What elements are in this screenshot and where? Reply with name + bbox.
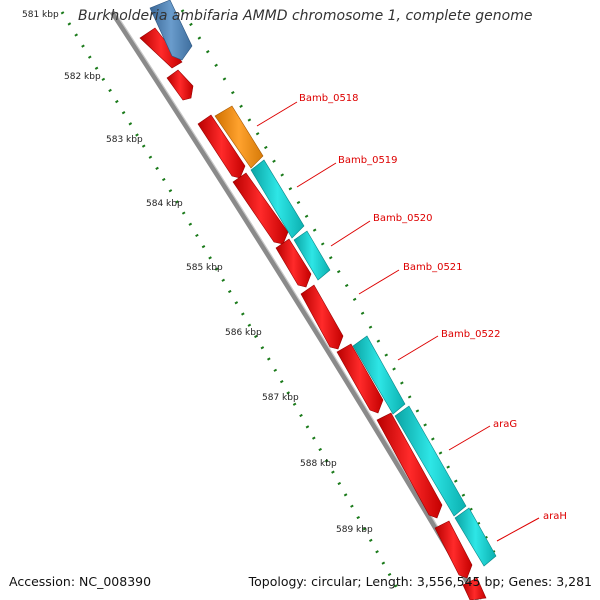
gene-teal[interactable] bbox=[394, 405, 467, 517]
gene-teal[interactable] bbox=[250, 159, 305, 239]
gene-teal[interactable] bbox=[352, 335, 406, 415]
backbone-highlight bbox=[114, 11, 482, 600]
gene-track-forward bbox=[149, 0, 497, 567]
gene-label-arag[interactable]: araG bbox=[493, 419, 517, 430]
gene-label-bamb-0519[interactable]: Bamb_0519 bbox=[338, 155, 398, 166]
gene-arrow[interactable] bbox=[300, 284, 344, 350]
gene-orange[interactable] bbox=[214, 105, 264, 169]
gene-arrow[interactable] bbox=[166, 69, 194, 101]
backbone bbox=[109, 10, 481, 600]
tick-labels: 581 kbp 582 kbp 583 kbp 584 kbp 585 kbp … bbox=[22, 10, 373, 535]
tick-label: 588 kbp bbox=[300, 459, 337, 469]
outer-tick-track bbox=[180, 9, 500, 561]
gene-label-bamb-0518[interactable]: Bamb_0518 bbox=[299, 93, 359, 104]
accession-text: Accession: NC_008390 bbox=[9, 574, 152, 589]
tick-label: 585 kbp bbox=[186, 263, 223, 273]
map-title: Burkholderia ambifaria AMMD chromosome 1… bbox=[78, 8, 533, 24]
gene-track-reverse bbox=[139, 27, 487, 600]
tick-label: 586 kbp bbox=[225, 328, 262, 338]
topology-text: Topology: circular; Length: 3,556,545 bp… bbox=[248, 574, 592, 589]
label-leaders bbox=[256, 101, 540, 542]
gene-arrow[interactable] bbox=[275, 238, 312, 288]
gene-label-bamb-0522[interactable]: Bamb_0522 bbox=[441, 329, 501, 340]
tick-label: 589 kbp bbox=[336, 525, 373, 535]
gene-label-bamb-0521[interactable]: Bamb_0521 bbox=[403, 262, 463, 273]
gene-teal[interactable] bbox=[293, 230, 331, 281]
gene-arrow[interactable] bbox=[139, 27, 183, 69]
tick-label: 581 kbp bbox=[22, 10, 59, 20]
tick-label: 583 kbp bbox=[106, 135, 143, 145]
tick-label: 582 kbp bbox=[64, 72, 101, 82]
gene-arrow[interactable] bbox=[336, 343, 384, 414]
gene-label-arah[interactable]: araH bbox=[543, 511, 567, 522]
gene-label-bamb-0520[interactable]: Bamb_0520 bbox=[373, 213, 433, 224]
tick-label: 584 kbp bbox=[146, 199, 183, 209]
gene-arrow[interactable] bbox=[197, 114, 246, 179]
gene-arrow[interactable] bbox=[376, 412, 443, 519]
gene-arrow[interactable] bbox=[434, 520, 473, 579]
gene-blue[interactable] bbox=[149, 0, 193, 61]
gene-arrow[interactable] bbox=[232, 172, 289, 245]
gene-labels: Bamb_0518 Bamb_0519 Bamb_0520 Bamb_0521 … bbox=[299, 93, 567, 522]
gene-arrow[interactable] bbox=[462, 577, 487, 600]
gene-teal[interactable] bbox=[454, 507, 497, 567]
tick-label: 587 kbp bbox=[262, 393, 299, 403]
